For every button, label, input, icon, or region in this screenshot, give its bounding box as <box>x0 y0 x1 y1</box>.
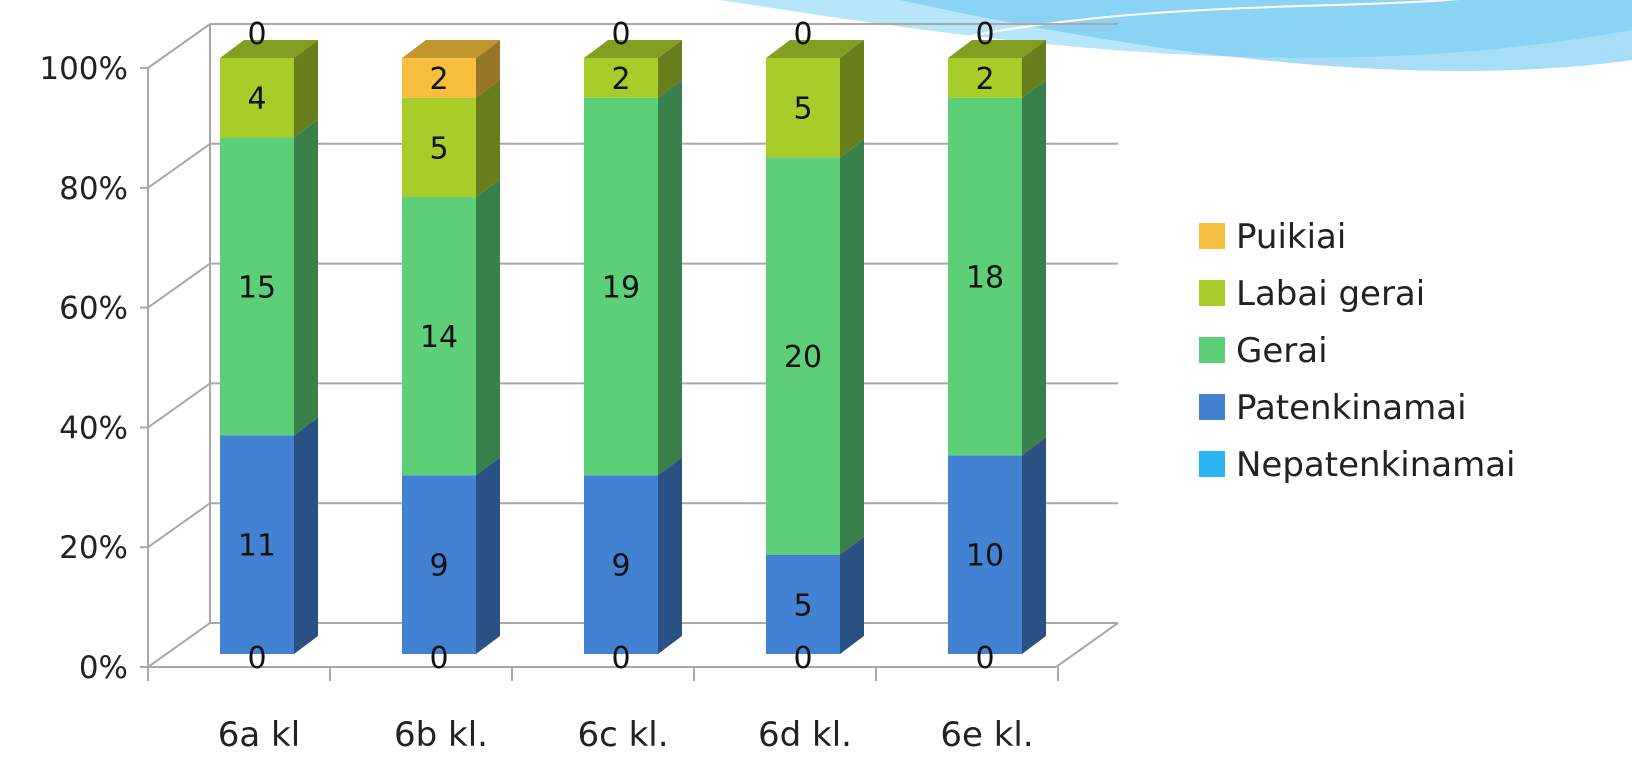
bar-segment-side <box>294 417 318 654</box>
data-label: 14 <box>420 320 458 355</box>
data-label: 2 <box>975 62 994 97</box>
bar-segment-side <box>476 457 500 654</box>
y-tick-label: 60% <box>59 291 128 327</box>
bar-segment <box>402 197 476 476</box>
data-label: 2 <box>429 62 448 97</box>
y-tick-label: 100% <box>39 51 128 87</box>
bar-segment <box>766 157 840 555</box>
chart-axes: 0% 20% 40% 60% 80% 100% 6a kl 6b kl. 6c kl. 6d kl… <box>39 24 1119 755</box>
bar-segment-side <box>476 40 500 98</box>
x-tick-label: 6d kl. <box>758 715 852 755</box>
data-label: 0 <box>611 17 630 52</box>
bar-segment-side <box>658 79 682 476</box>
data-label: 2 <box>611 62 630 97</box>
data-label: 4 <box>247 82 266 117</box>
legend-swatch <box>1199 451 1225 477</box>
bar-segment <box>584 58 658 98</box>
gridline-side <box>147 23 211 69</box>
bar-segment <box>584 475 658 654</box>
bar-segment-side <box>476 79 500 198</box>
gridline-side <box>147 382 211 429</box>
data-label: 20 <box>784 340 822 375</box>
swoosh-shape-dark <box>900 0 1632 72</box>
data-label: 0 <box>247 17 266 52</box>
gridline-side <box>147 262 211 309</box>
bar-segment-side <box>294 40 318 138</box>
data-label: 0 <box>975 641 994 676</box>
bar-segment-side <box>840 536 864 654</box>
bar-segment <box>220 137 294 436</box>
legend-label: Gerai <box>1236 331 1328 371</box>
legend-swatch <box>1199 280 1225 306</box>
data-label: 0 <box>793 641 812 676</box>
y-tick-label: 20% <box>59 530 128 566</box>
y-tick-label: 40% <box>59 410 128 446</box>
data-label: 5 <box>793 92 812 127</box>
bar-segment <box>766 554 840 654</box>
data-label: 11 <box>238 529 276 564</box>
bar-segment-side <box>1022 437 1046 654</box>
x-tick-label: 6b kl. <box>394 715 488 755</box>
bar-segment-side <box>840 40 864 158</box>
bar-segment-side <box>840 139 864 555</box>
y-tick-label: 0% <box>79 650 128 686</box>
bar-segment-side <box>476 179 500 476</box>
bar-segment <box>220 58 294 138</box>
bar-segment <box>948 455 1022 654</box>
floor-edge <box>1055 622 1119 668</box>
gridline-side <box>147 502 211 549</box>
corner-swoosh-decoration <box>720 0 1632 72</box>
bar-top-face <box>584 40 682 58</box>
bar-segment-side <box>658 457 682 654</box>
bar-segment <box>402 97 476 198</box>
legend-label: Labai gerai <box>1236 274 1425 314</box>
data-label: 0 <box>975 17 994 52</box>
data-label: 0 <box>611 641 630 676</box>
data-label: 19 <box>602 270 640 305</box>
data-label: 9 <box>611 549 630 584</box>
bar-segment <box>220 435 294 654</box>
data-label: 5 <box>793 588 812 623</box>
y-tick-label: 80% <box>59 171 128 207</box>
bar-top-face <box>766 40 864 58</box>
bar-segment-side <box>294 119 318 436</box>
legend-swatch <box>1199 337 1225 363</box>
legend-label: Patenkinamai <box>1236 388 1467 428</box>
bar-top-face <box>948 40 1046 58</box>
data-label: 10 <box>966 539 1004 574</box>
gridline-side <box>147 142 211 189</box>
bar-segment <box>948 58 1022 98</box>
data-label: 9 <box>429 549 448 584</box>
data-label: 5 <box>429 131 448 166</box>
bar-top-face <box>220 40 318 58</box>
x-tick-label: 6a kl <box>218 715 300 755</box>
bar-segment <box>584 97 658 476</box>
bar-segment <box>402 58 476 98</box>
x-tick-label: 6c kl. <box>577 715 668 755</box>
data-label: 0 <box>429 641 448 676</box>
bar-segment-side <box>658 40 682 98</box>
bar-segment <box>402 475 476 654</box>
legend-label: Puikiai <box>1236 217 1346 257</box>
gridline-side <box>147 622 211 668</box>
bar-segment-side <box>1022 79 1046 456</box>
bar-segment-side <box>1022 40 1046 98</box>
legend-swatch <box>1199 223 1225 249</box>
bar-segment <box>766 58 840 158</box>
bar-top-face <box>402 40 500 58</box>
data-label: 0 <box>793 17 812 52</box>
legend-label: Nepatenkinamai <box>1236 445 1516 485</box>
data-label: 15 <box>238 270 276 305</box>
chart-legend: Puikiai Labai gerai Gerai Patenkinamai Nepat… <box>1199 217 1516 485</box>
data-label: 18 <box>966 261 1004 296</box>
legend-swatch <box>1199 394 1225 420</box>
x-tick-label: 6e kl. <box>940 715 1033 755</box>
data-label: 0 <box>247 641 266 676</box>
chart-bars <box>220 40 1046 654</box>
bar-segment <box>948 97 1022 456</box>
